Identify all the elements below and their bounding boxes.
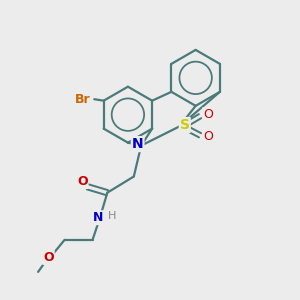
Text: S: S: [180, 118, 190, 132]
Text: N: N: [93, 211, 104, 224]
Text: Br: Br: [75, 93, 91, 106]
Text: O: O: [77, 175, 88, 188]
Text: H: H: [108, 211, 116, 221]
Text: O: O: [203, 130, 213, 143]
Text: N: N: [132, 137, 143, 151]
Text: O: O: [43, 251, 54, 264]
Text: O: O: [203, 108, 213, 121]
